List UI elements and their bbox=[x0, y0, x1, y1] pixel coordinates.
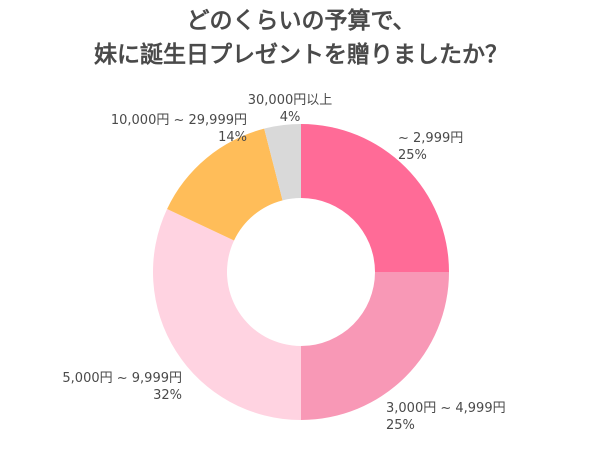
slice-value-label-1: 25% bbox=[398, 148, 427, 163]
slice-category-label-3: 5,000円 ~ 9,999円 bbox=[62, 371, 182, 386]
donut-slice-4 bbox=[167, 128, 283, 241]
donut-slice-5 bbox=[264, 124, 301, 201]
chart-title: どのくらいの予算で、 妹に誕生日プレゼントを贈りましたか？ bbox=[0, 4, 602, 72]
donut-slices bbox=[152, 124, 449, 420]
slice-category-label-4: 10,000円 ~ 29,999円 bbox=[111, 113, 247, 128]
donut-slice-1 bbox=[301, 124, 449, 272]
donut-slice-3 bbox=[152, 208, 301, 420]
slice-value-label-3: 32% bbox=[153, 388, 182, 403]
slice-value-label-4: 14% bbox=[218, 130, 247, 145]
donut-slice-2 bbox=[301, 272, 449, 420]
slice-category-label-2: 3,000円 ~ 4,999円 bbox=[386, 401, 506, 416]
chart-title-line-2: 妹に誕生日プレゼントを贈りましたか？ bbox=[94, 42, 508, 68]
slice-value-label-5: 4% bbox=[280, 110, 301, 125]
chart-title-line-1: どのくらいの予算で、 bbox=[186, 8, 416, 34]
slice-labels: ~ 2,999円 25% 3,000円 ~ 4,999円 25% 5,000円 ~ 9,… bbox=[62, 93, 505, 433]
slice-category-label-1: ~ 2,999円 bbox=[398, 131, 463, 146]
slice-value-label-2: 25% bbox=[386, 418, 415, 433]
slice-category-label-5: 30,000円以上 bbox=[248, 93, 333, 108]
